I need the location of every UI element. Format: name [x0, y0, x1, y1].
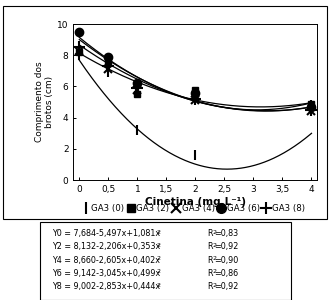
Text: Y6 = 9,142-3,045x+0,499x: Y6 = 9,142-3,045x+0,499x [52, 269, 160, 278]
Legend: GA3 (0), GA3 (2), GA3 (4), GA3 (6), GA3 (8): GA3 (0), GA3 (2), GA3 (4), GA3 (6), GA3 … [81, 202, 306, 215]
Text: 2: 2 [212, 230, 216, 235]
Text: 2: 2 [212, 256, 216, 261]
Text: =0,86: =0,86 [214, 269, 238, 278]
Text: =0,83: =0,83 [214, 229, 238, 238]
Y-axis label: Comprimento dos
brotos (cm): Comprimento dos brotos (cm) [35, 62, 54, 142]
Text: 2: 2 [212, 269, 216, 275]
Text: R: R [207, 242, 212, 251]
Text: 2: 2 [157, 283, 161, 288]
Text: =0,90: =0,90 [214, 256, 239, 265]
Text: =0,92: =0,92 [214, 282, 239, 291]
Text: R: R [207, 256, 212, 265]
Text: 2: 2 [157, 269, 161, 275]
Text: R: R [207, 269, 212, 278]
Text: Y8 = 9,002-2,853x+0,444x: Y8 = 9,002-2,853x+0,444x [52, 282, 160, 291]
Text: 2: 2 [157, 230, 161, 235]
Text: 2: 2 [212, 243, 216, 248]
Text: 2: 2 [157, 243, 161, 248]
Text: R: R [207, 282, 212, 291]
Text: Y0 = 7,684-5,497x+1,081x: Y0 = 7,684-5,497x+1,081x [52, 229, 160, 238]
Text: R: R [207, 229, 212, 238]
Text: Y4 = 8,660-2,605x+0,402x: Y4 = 8,660-2,605x+0,402x [52, 256, 160, 265]
Text: Y2 = 8,132-2,206x+0,353x: Y2 = 8,132-2,206x+0,353x [52, 242, 160, 251]
Text: 2: 2 [212, 283, 216, 288]
Text: =0,92: =0,92 [214, 242, 239, 251]
X-axis label: Cinetina (mg.L⁻¹): Cinetina (mg.L⁻¹) [145, 196, 246, 207]
Text: 2: 2 [157, 256, 161, 261]
